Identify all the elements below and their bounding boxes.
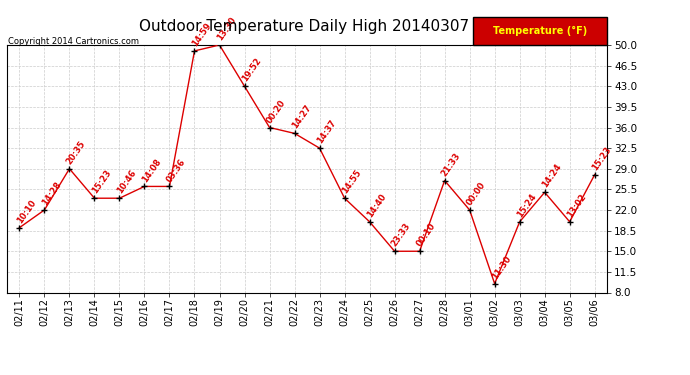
Text: 00:10: 00:10 — [415, 222, 437, 249]
Text: 11:30: 11:30 — [490, 254, 513, 281]
Text: 14:27: 14:27 — [290, 104, 313, 130]
Text: 14:37: 14:37 — [315, 118, 337, 146]
Text: 19:52: 19:52 — [240, 56, 263, 84]
Text: 14:08: 14:08 — [140, 157, 163, 184]
Text: 14:55: 14:55 — [340, 168, 363, 195]
Text: 13:02: 13:02 — [565, 192, 588, 219]
Text: 23:33: 23:33 — [390, 222, 413, 249]
Text: 13:30: 13:30 — [215, 15, 237, 42]
Text: 10:10: 10:10 — [14, 198, 37, 225]
Text: 03:36: 03:36 — [165, 157, 188, 184]
Text: 14:40: 14:40 — [365, 192, 388, 219]
Text: 15:23: 15:23 — [590, 145, 613, 172]
Text: Temperature (°F): Temperature (°F) — [493, 26, 587, 36]
Text: 14:59: 14:59 — [190, 21, 213, 48]
Text: Outdoor Temperature Daily High 20140307: Outdoor Temperature Daily High 20140307 — [139, 19, 469, 34]
Text: 00:20: 00:20 — [265, 98, 288, 125]
Text: 21:33: 21:33 — [440, 151, 463, 178]
Text: 14:28: 14:28 — [40, 180, 63, 207]
Text: 20:35: 20:35 — [65, 139, 88, 166]
Text: 10:46: 10:46 — [115, 168, 137, 195]
Text: 15:24: 15:24 — [515, 192, 538, 219]
Text: Copyright 2014 Cartronics.com: Copyright 2014 Cartronics.com — [8, 38, 139, 46]
Text: 14:24: 14:24 — [540, 162, 563, 189]
Text: 00:00: 00:00 — [465, 180, 488, 207]
Text: 15:23: 15:23 — [90, 168, 112, 195]
